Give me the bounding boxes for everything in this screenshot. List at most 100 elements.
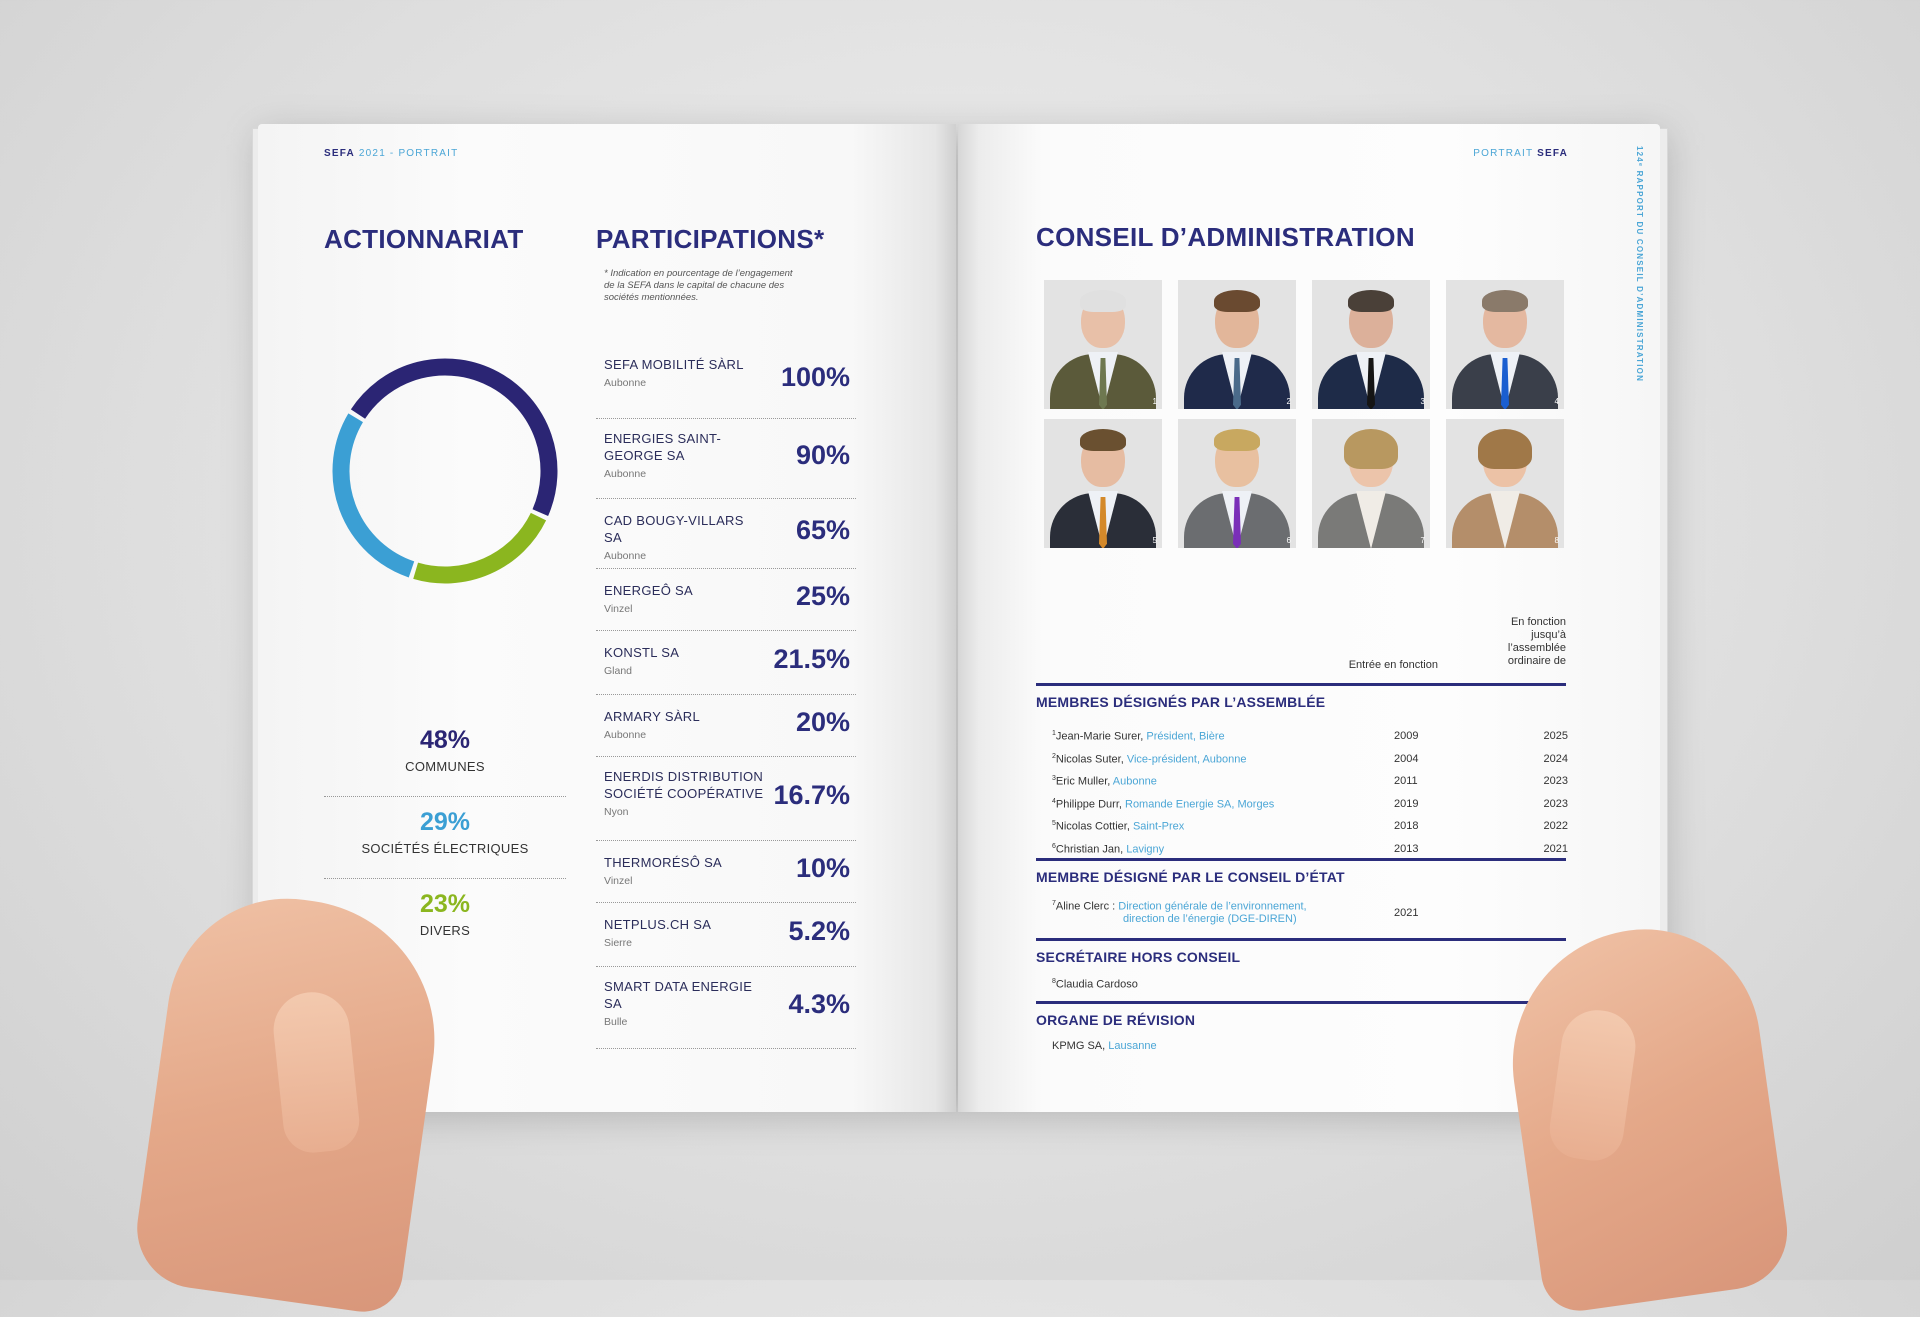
donut-slice-3 (413, 512, 547, 584)
shareholding-stat: 48% COMMUNES (324, 726, 566, 774)
until-year: 2023 (1543, 775, 1568, 787)
stat-divider (324, 796, 566, 797)
member-number: 2 (1052, 752, 1056, 760)
board-member-photo: 3 (1312, 280, 1430, 409)
stat-label: COMMUNES (405, 759, 485, 774)
participation-name: ENERDIS DISTRIBUTION SOCIÉTÉ COOPÉRATIVE… (604, 768, 764, 821)
participation-name: NETPLUS.CH SA Sierre (604, 916, 764, 952)
column-entry-header: Entrée en fonction (1348, 659, 1438, 671)
section-title: MEMBRES DÉSIGNÉS PAR L’ASSEMBLÉE (1036, 694, 1326, 710)
board-member-photo: 7 (1312, 419, 1430, 548)
company-city: Aubonne (604, 377, 647, 389)
section-title: SECRÉTAIRE HORS CONSEIL (1036, 949, 1241, 965)
participation-percentage: 16.7% (773, 780, 850, 810)
board-title: CONSEIL D’ADMINISTRATION (1036, 222, 1415, 252)
participation-name: CAD BOUGY-VILLARS SA Aubonne (604, 512, 764, 565)
tie (1367, 358, 1375, 409)
photo-number: 2 (1286, 397, 1291, 406)
brand-label: SEFA (1537, 148, 1568, 159)
member-name: Jean-Marie Surer, (1055, 730, 1147, 743)
member-name: Aline Clerc : (1055, 900, 1119, 913)
tie (1099, 497, 1107, 548)
entry-year: 2009 (1394, 730, 1419, 742)
participation-name: SMART DATA ENERGIE SA Bulle (604, 978, 764, 1031)
stat-label: SOCIÉTÉS ÉLECTRIQUES (361, 841, 529, 856)
participation-row: ARMARY SÀRL Aubonne 20% (596, 694, 856, 757)
member-role: Saint-Prex (1132, 820, 1185, 833)
entry-year: 2019 (1394, 797, 1419, 810)
right-page: PORTRAIT SEFA 124ᵉ RAPPORT DU CONSEIL D’… (958, 124, 1660, 1112)
hair (1482, 290, 1528, 312)
member-name: Claudia Cardoso (1055, 978, 1138, 991)
participation-row: ENERGIES SAINT-GEORGE SA Aubonne 90% (596, 418, 856, 499)
participation-percentage: 90% (795, 440, 850, 470)
section-rule (1036, 858, 1566, 861)
board-member-photo: 2 (1178, 280, 1296, 409)
shareholding-title: ACTIONNARIAT (324, 224, 524, 254)
participation-name: ENERGIES SAINT-GEORGE SA Aubonne (604, 430, 764, 483)
company-name: ENERGEÔ SA (604, 583, 693, 598)
member-role: Président, Bière (1146, 730, 1225, 743)
until-year: 2025 (1543, 730, 1568, 742)
company-name: CAD BOUGY-VILLARS SA (604, 513, 744, 545)
member-name: Christian Jan, (1055, 843, 1127, 856)
participations-title: PARTICIPATIONS* (596, 224, 825, 254)
board-member-row: 8Claudia Cardoso (1052, 978, 1568, 992)
participation-row: KONSTL SA Gland 21.5% (596, 630, 856, 695)
company-city: Vinzel (604, 875, 633, 887)
photo-number: 8 (1554, 536, 1559, 545)
stat-percentage: 23% (419, 890, 471, 918)
board-member-row: 4Philippe Durr, Romande Energie SA, Morg… (1052, 798, 1568, 812)
member-name: Philippe Durr, (1055, 798, 1125, 811)
member-role: Aubonne (1112, 775, 1157, 788)
board-member-row: KPMG SA, Lausanne20 (1052, 1040, 1568, 1054)
member-number: 8 (1052, 978, 1056, 985)
participation-name: KONSTL SA Gland (604, 644, 764, 680)
board-member-photo: 1 (1044, 280, 1162, 409)
entry-year: 2018 (1394, 820, 1419, 832)
member-name: KPMG SA, (1052, 1040, 1109, 1052)
photo-number: 5 (1152, 536, 1157, 545)
company-city: Sierre (604, 937, 633, 949)
photo-number: 1 (1152, 397, 1157, 406)
participation-row: THERMORÉSÔ SA Vinzel 10% (596, 840, 856, 903)
section-rule (1036, 1001, 1566, 1004)
member-role: Lausanne (1108, 1040, 1157, 1052)
stat-divider (324, 878, 566, 879)
company-city: Aubonne (604, 550, 647, 562)
participation-row: SMART DATA ENERGIE SA Bulle 4.3% (596, 966, 856, 1049)
member-role: Romande Energie SA, Morges (1125, 798, 1275, 811)
company-name: ARMARY SÀRL (604, 709, 701, 724)
participation-name: ENERGEÔ SA Vinzel (604, 582, 764, 618)
participation-percentage: 10% (795, 853, 850, 883)
participation-name: THERMORÉSÔ SA Vinzel (604, 854, 764, 890)
participation-percentage: 5.2% (788, 916, 850, 946)
board-member-row: 1Jean-Marie Surer, Président, Bière 2009 2… (1052, 730, 1568, 744)
tie (1233, 358, 1241, 409)
entry-year: 2013 (1394, 842, 1419, 855)
company-name: THERMORÉSÔ SA (604, 855, 723, 870)
hair (1348, 290, 1394, 312)
photo-number: 4 (1554, 397, 1559, 406)
hair (1080, 290, 1126, 312)
participation-row: ENERGEÔ SA Vinzel 25% (596, 568, 856, 631)
company-city: Bulle (604, 1016, 628, 1028)
company-city: Gland (604, 665, 633, 677)
entry-year: 2021 (1394, 907, 1419, 919)
member-number: 3 (1052, 775, 1056, 782)
hair (1214, 290, 1260, 312)
participation-percentage: 100% (780, 362, 850, 392)
member-number: 4 (1052, 797, 1056, 805)
tie (1501, 358, 1509, 409)
board-member-row: 3Eric Muller, Aubonne 2011 2023 (1052, 775, 1568, 789)
member-number: 7 (1052, 900, 1056, 907)
participation-percentage: 25% (795, 581, 850, 611)
member-number: 1 (1052, 730, 1056, 737)
hair (1478, 429, 1532, 469)
until-year: 2024 (1543, 752, 1568, 765)
board-member-photo: 6 (1178, 419, 1296, 548)
participation-row: CAD BOUGY-VILLARS SA Aubonne 65% (596, 498, 856, 569)
hair (1080, 429, 1126, 451)
company-name: SEFA MOBILITÉ SÀRL (604, 357, 744, 372)
section-title: ORGANE DE RÉVISION (1036, 1012, 1196, 1028)
